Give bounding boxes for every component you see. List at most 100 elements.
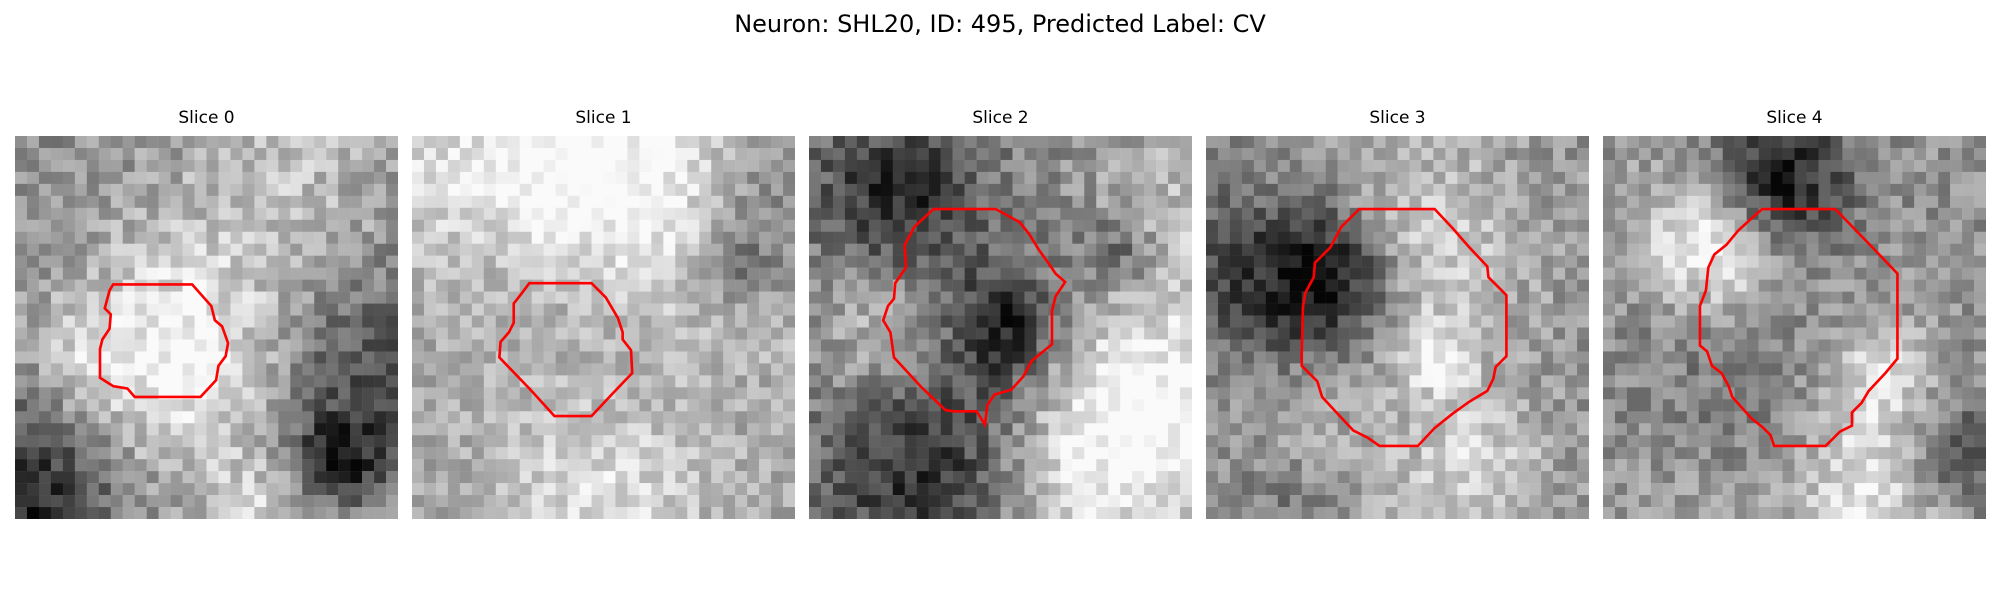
pixel bbox=[1794, 435, 1807, 448]
pixel bbox=[880, 459, 894, 472]
pixel bbox=[1818, 159, 1831, 173]
pixel bbox=[158, 507, 171, 519]
pixel bbox=[1036, 147, 1049, 161]
pixel bbox=[1206, 255, 1219, 268]
pixel bbox=[242, 303, 255, 316]
pixel bbox=[1890, 411, 1903, 424]
pixel bbox=[771, 399, 784, 412]
pixel bbox=[1132, 171, 1145, 185]
pixel bbox=[1060, 207, 1073, 221]
pixel bbox=[1301, 159, 1314, 173]
pixel bbox=[603, 363, 616, 376]
pixel bbox=[1036, 507, 1049, 519]
pixel bbox=[26, 459, 40, 472]
pixel bbox=[1180, 315, 1192, 328]
pixel bbox=[122, 447, 135, 460]
pixel bbox=[1830, 243, 1843, 256]
pixel bbox=[687, 423, 700, 436]
pixel bbox=[1806, 447, 1819, 460]
pixel bbox=[1168, 375, 1181, 388]
pixel bbox=[1373, 267, 1386, 280]
pixel bbox=[314, 375, 327, 388]
pixel bbox=[1902, 387, 1915, 400]
pixel bbox=[519, 243, 532, 256]
pixel bbox=[134, 231, 147, 244]
pixel bbox=[820, 291, 834, 304]
pixel bbox=[711, 315, 724, 328]
pixel bbox=[1096, 136, 1109, 149]
pixel bbox=[412, 339, 425, 352]
pixel bbox=[711, 483, 724, 496]
pixel bbox=[916, 183, 929, 197]
pixel bbox=[98, 507, 111, 519]
pixel bbox=[1000, 411, 1013, 424]
pixel bbox=[1313, 423, 1326, 436]
pixel bbox=[1614, 315, 1628, 328]
pixel bbox=[1156, 219, 1169, 232]
pixel bbox=[1806, 195, 1819, 209]
pixel bbox=[868, 303, 882, 316]
pixel bbox=[1686, 447, 1699, 460]
pixel bbox=[423, 399, 437, 412]
pixel bbox=[471, 303, 485, 316]
pixel bbox=[1746, 459, 1759, 472]
pixel bbox=[1168, 171, 1181, 185]
pixel bbox=[1385, 159, 1398, 173]
pixel bbox=[122, 483, 135, 496]
pixel bbox=[1674, 267, 1688, 280]
pixel bbox=[507, 207, 520, 221]
pixel bbox=[928, 231, 941, 244]
pixel bbox=[1337, 207, 1350, 221]
pixel bbox=[615, 183, 628, 197]
pixel bbox=[1349, 147, 1362, 161]
pixel bbox=[1241, 483, 1255, 496]
pixel bbox=[1265, 147, 1279, 161]
pixel bbox=[1541, 351, 1554, 364]
pixel bbox=[1168, 459, 1181, 472]
pixel bbox=[663, 136, 676, 149]
pixel bbox=[386, 291, 398, 304]
pixel bbox=[459, 459, 473, 472]
pixel bbox=[820, 159, 834, 173]
pixel bbox=[1349, 399, 1362, 412]
pixel bbox=[1854, 375, 1867, 388]
pixel bbox=[122, 195, 135, 209]
pixel bbox=[1445, 471, 1458, 484]
pixel bbox=[1938, 171, 1951, 185]
pixel bbox=[892, 507, 905, 519]
pixel bbox=[483, 243, 497, 256]
pixel bbox=[435, 195, 449, 209]
pixel bbox=[386, 399, 398, 412]
pixel bbox=[1048, 471, 1061, 484]
pixel bbox=[1926, 147, 1939, 161]
pixel bbox=[1397, 255, 1410, 268]
pixel bbox=[687, 507, 700, 519]
pixel bbox=[1457, 423, 1470, 436]
pixel bbox=[1217, 495, 1231, 508]
pixel bbox=[856, 315, 870, 328]
pixel bbox=[579, 327, 592, 340]
pixel bbox=[1722, 411, 1735, 424]
pixel bbox=[483, 351, 497, 364]
pixel bbox=[302, 495, 315, 508]
pixel bbox=[1686, 399, 1699, 412]
pixel bbox=[856, 375, 870, 388]
pixel bbox=[110, 351, 123, 364]
pixel bbox=[218, 159, 231, 173]
pixel bbox=[723, 279, 736, 292]
pixel bbox=[1529, 147, 1542, 161]
pixel bbox=[326, 303, 339, 316]
pixel bbox=[1974, 423, 1986, 436]
pixel bbox=[1096, 207, 1109, 221]
pixel bbox=[844, 207, 858, 221]
pixel bbox=[302, 459, 315, 472]
pixel bbox=[567, 291, 580, 304]
pixel bbox=[423, 423, 437, 436]
pixel bbox=[651, 171, 664, 185]
pixel bbox=[1902, 279, 1915, 292]
pixel bbox=[723, 399, 736, 412]
pixel bbox=[964, 411, 977, 424]
pixel bbox=[1361, 375, 1374, 388]
pixel bbox=[1818, 267, 1831, 280]
pixel bbox=[170, 207, 183, 221]
